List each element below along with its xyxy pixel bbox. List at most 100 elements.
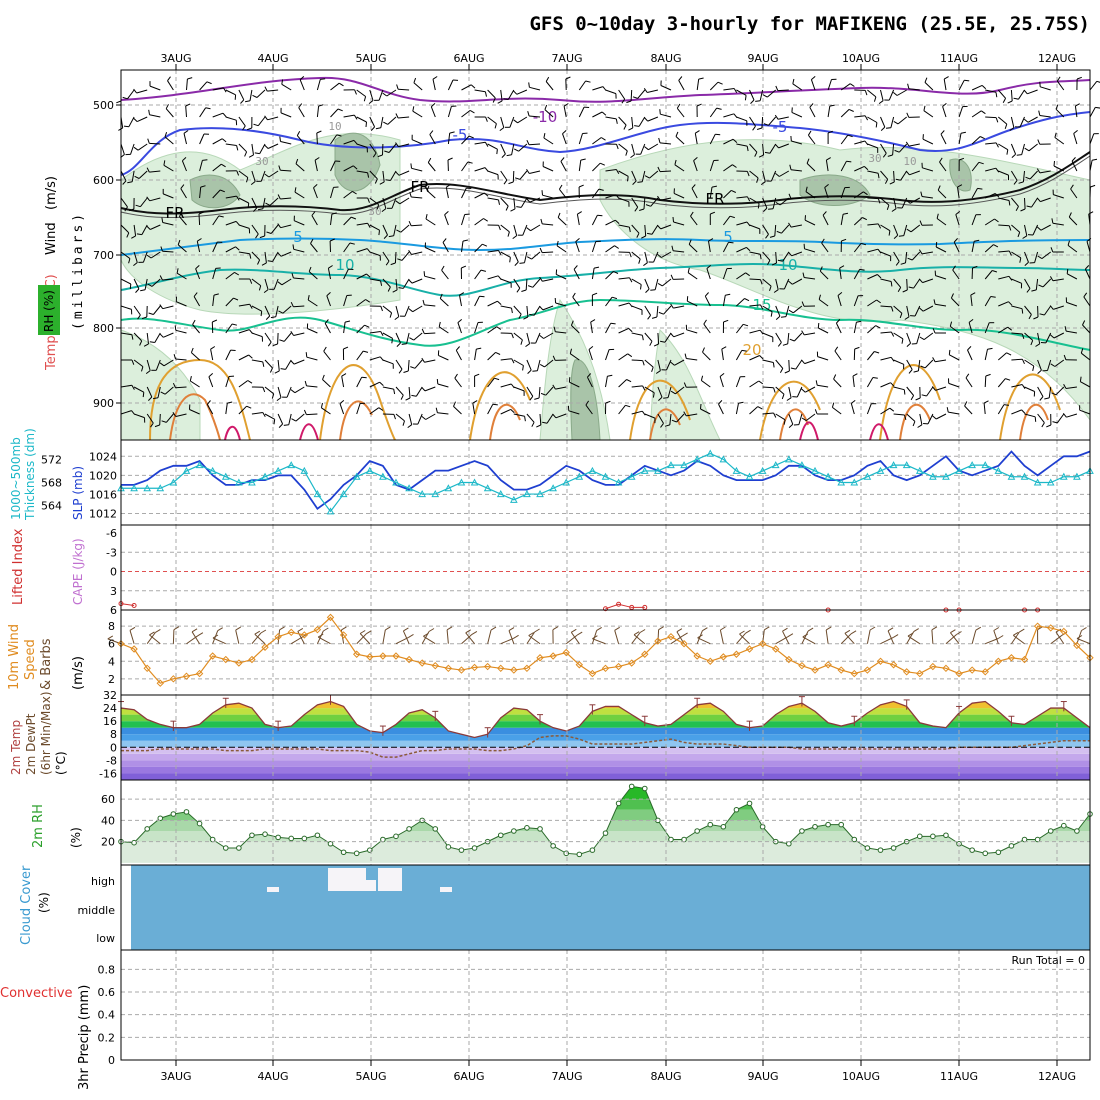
wind-barb [736,143,748,147]
wind-barb-flag [411,394,417,397]
rh-marker [877,847,884,853]
wind-barb-flag [575,238,580,242]
wind-barb [867,223,879,226]
wind-barb-flag [305,352,308,358]
wind-barb [529,143,541,146]
wind-barb-flag [762,94,768,98]
wind-barb-flag [593,266,600,269]
wind-barb-flag [480,269,487,272]
wind-barb [149,170,161,173]
thickness-marker [758,466,767,474]
wind-barb [308,271,318,280]
wind-barb-flag [964,79,970,82]
temp-ylabel: 2m Temp 2m DewPt (6hr Min/Max) (°C) [9,692,68,776]
wind-barb [542,194,554,199]
wind-speed-marker [719,653,728,661]
wind-barb [953,241,960,253]
wind-barb [438,354,449,361]
wind-barb [844,632,855,645]
wind-barb-flag [545,76,550,82]
wind-barb [212,215,220,226]
wind-barb-flag [543,133,546,139]
wind-barb [660,85,672,91]
wind-barb [736,632,746,645]
wind-barb [163,359,174,367]
wind-speed-marker [641,650,649,658]
rh-contour-label: 10 [328,120,341,133]
wind-barb [880,197,890,206]
wind-barb-flag [408,633,414,638]
wind-barb [782,630,790,644]
rh-marker [144,826,150,832]
wind-barb-flag [176,268,179,274]
wind-speed-marker [654,637,662,645]
wind-barb [578,133,583,145]
wind-barb [591,268,595,280]
rh-shading [120,132,401,315]
thickness-marker [588,466,597,474]
wind-barb [631,278,642,285]
wind-barb-flag [526,227,531,232]
wind-barb [985,167,997,172]
wind-barb [618,224,630,228]
wind-barb [605,296,613,307]
wind-barb [343,139,355,145]
wind-barb [762,278,772,287]
wind-barb [662,278,672,287]
wind-speed-marker [510,666,518,674]
wind-barb-flag [806,158,810,164]
wind-barb-flag [254,630,261,635]
wind-barb [693,160,698,172]
wind-barb [532,278,541,288]
wind-barb [411,167,423,172]
wind-barb-flag [381,208,387,213]
wind-barb-flag [632,180,637,185]
temp-band [121,721,1090,728]
wind-barb [788,413,794,425]
rh-marker [511,828,517,834]
wind-barb-flag [950,293,954,299]
wind-barb-flag [513,148,519,152]
clear-sky-patch [348,868,366,891]
wind-barb-flag [596,626,602,631]
cape-ylabel: CAPE (J/kg) [71,538,85,605]
wind-barb-flag [1011,153,1016,158]
wind-barb [447,133,451,145]
wind-barb-flag [787,251,792,257]
wind-barb [414,359,423,369]
rh-marker [563,850,570,857]
thickness-marker [392,478,400,486]
wind-barb [120,278,132,285]
wind-barb-flag [995,92,998,98]
wind-barb [892,143,895,156]
wind-barb-flag [671,245,674,251]
wind-barb-flag [516,206,522,208]
wind-barb-flag [524,416,526,422]
wind-barb-flag [278,423,283,428]
wind-barb-flag [590,319,596,323]
thickness-marker [745,472,754,480]
wind-barb-flag [505,205,509,211]
wind-barb [1010,170,1018,181]
wind-barb [659,170,672,173]
wind-barb [487,143,498,150]
wind-barb [788,386,792,398]
wind-barb [772,197,777,209]
wind-barb [1011,305,1023,310]
wind-barb [356,350,364,361]
wind-barb [238,224,250,229]
wind-barb [129,630,135,644]
wind-barb [192,324,200,334]
wind-barb [199,160,203,172]
wind-barb-flag [906,228,912,233]
rh-marker [262,831,268,837]
wind-barb-flag [423,271,426,277]
wind-barb [945,634,957,645]
wind-barb [441,269,449,280]
wind-barb [1011,278,1022,284]
wind-barb-flag [159,304,164,309]
rh-legend-swatch [38,285,60,335]
wind-barb-flag [775,315,781,320]
wind-barb [251,143,254,155]
wind-barb [631,197,639,208]
